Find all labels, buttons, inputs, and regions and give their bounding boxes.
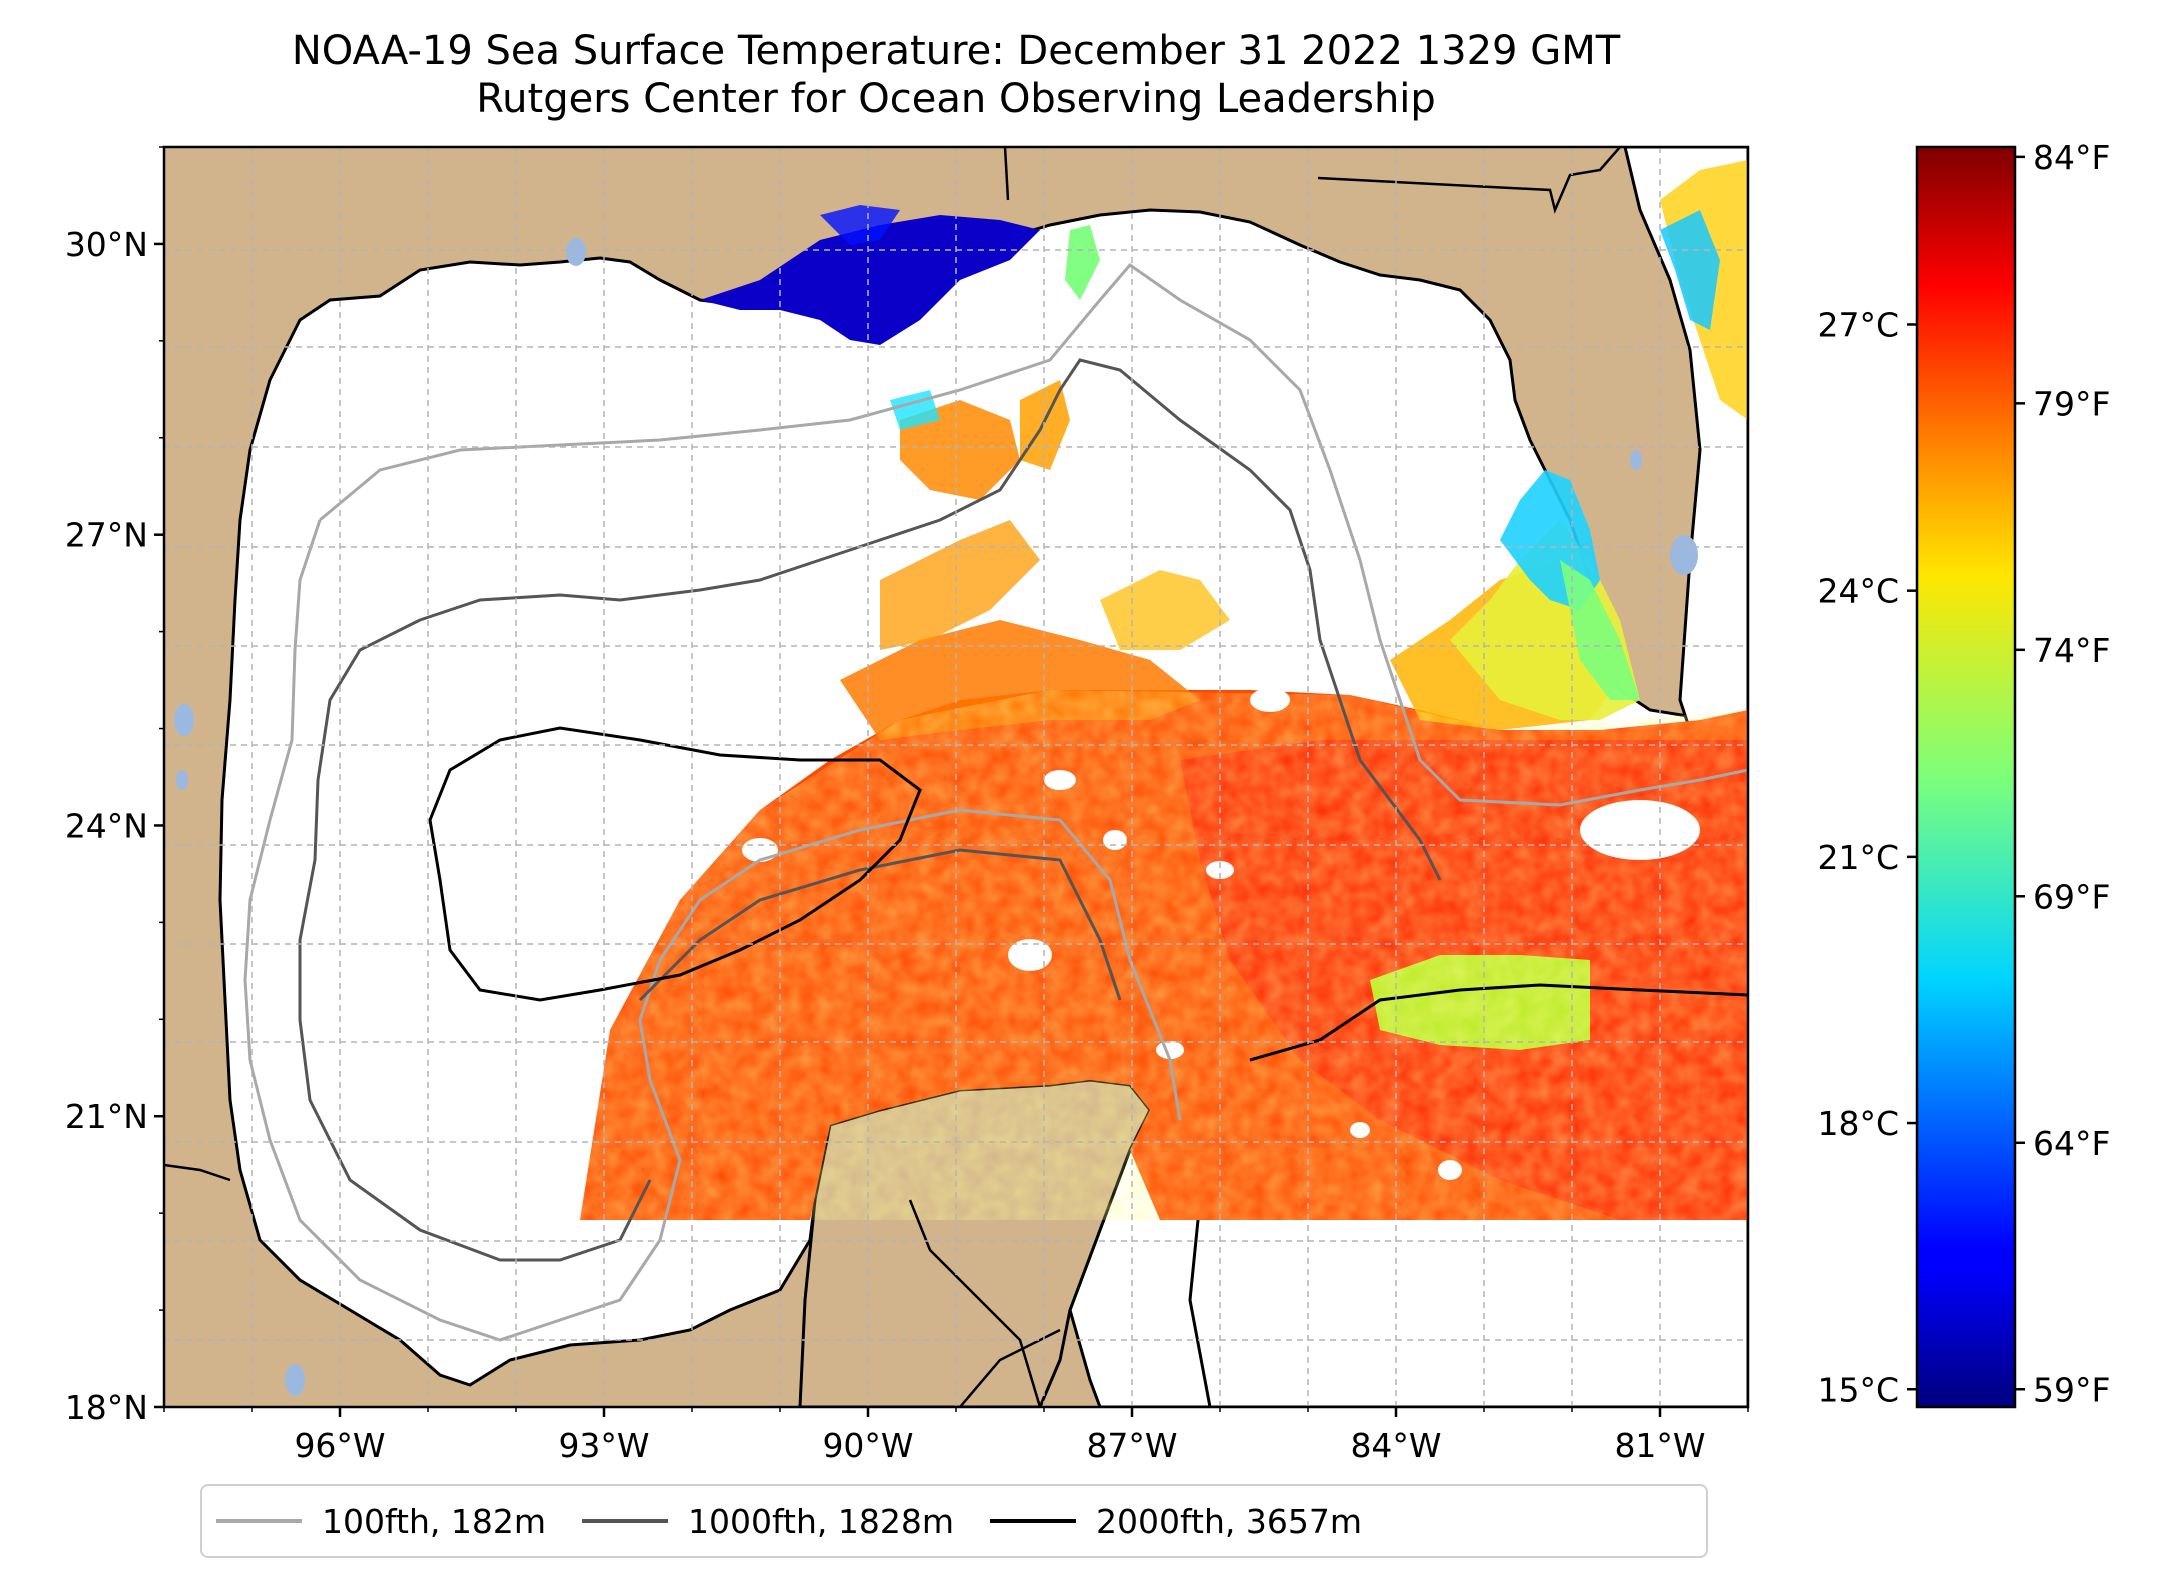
colorbar-fahrenheit-label: 69°F — [2033, 877, 2110, 916]
lat-tick-label: 30°N — [65, 225, 148, 264]
colorbar-celsius-label: 15°C — [1817, 1370, 1899, 1409]
map-panel — [164, 147, 1748, 1407]
legend-label: 1000fth, 1828m — [688, 1501, 954, 1541]
colorbar-celsius-label: 21°C — [1817, 838, 1899, 877]
colorbar-celsius-label: 18°C — [1817, 1104, 1899, 1143]
colorbar-fahrenheit-label: 59°F — [2033, 1370, 2110, 1409]
lon-tick-label: 90°W — [822, 1426, 913, 1465]
lon-tick-label: 87°W — [1086, 1426, 1177, 1465]
contour-100fth — [243, 262, 1748, 1342]
lat-tick-label: 21°N — [65, 1097, 148, 1136]
colorbar-fahrenheit-labels: 84°F 79°F 74°F 69°F 64°F 59°F — [2015, 138, 2110, 1409]
lat-tick-label: 27°N — [65, 516, 148, 555]
legend-line-swatch — [216, 1519, 302, 1523]
lon-tick-label: 81°W — [1614, 1426, 1705, 1465]
sst-data-layer — [580, 160, 1748, 1220]
colorbar-celsius-label: 24°C — [1817, 572, 1899, 611]
map-title: NOAA-19 Sea Surface Temperature: Decembe… — [291, 28, 1621, 74]
lat-tick-label: 24°N — [65, 806, 148, 845]
lon-tick-label: 96°W — [294, 1426, 385, 1465]
vertical-gridlines — [251, 147, 1661, 1407]
map-subtitle: Rutgers Center for Ocean Observing Leade… — [476, 76, 1436, 122]
colorbar-fahrenheit-label: 74°F — [2033, 631, 2110, 670]
contour-1000fth — [298, 358, 1442, 1262]
colorbar-fahrenheit-label: 84°F — [2033, 138, 2110, 177]
colorbar-celsius-label: 27°C — [1817, 305, 1899, 344]
axis-ticks — [154, 146, 1749, 1417]
legend-item: 1000fth, 1828m — [582, 1502, 954, 1541]
legend-line-swatch — [989, 1519, 1076, 1523]
latitude-tick-labels: 30°N 27°N 24°N 21°N 18°N — [65, 225, 148, 1427]
colorbar-fahrenheit-label: 64°F — [2033, 1124, 2110, 1163]
legend-line-swatch — [582, 1519, 668, 1523]
legend-label: 2000fth, 3657m — [1095, 1501, 1362, 1541]
lon-tick-label: 84°W — [1350, 1426, 1441, 1465]
colorbar — [1915, 145, 2017, 1409]
bathymetry-legend: 100fth, 182m 1000fth, 1828m 2000fth, 3657m — [200, 1484, 1708, 1558]
legend-item: 2000fth, 3657m — [989, 1501, 1362, 1541]
colorbar-fahrenheit-label: 79°F — [2033, 384, 2110, 423]
longitude-tick-labels: 96°W 93°W 90°W 87°W 84°W 81°W — [294, 1426, 1705, 1465]
lon-tick-label: 93°W — [558, 1426, 649, 1465]
lat-tick-label: 18°N — [65, 1388, 148, 1427]
lakes — [174, 238, 1698, 1396]
legend-label: 100fth, 182m — [322, 1501, 546, 1541]
bathymetry-contours — [243, 262, 1748, 1342]
colorbar-celsius-labels: 27°C 24°C 21°C 18°C 15°C — [1817, 305, 1917, 1409]
political-borders — [164, 147, 1621, 1407]
contour-2000fth — [428, 726, 1748, 1062]
legend-item: 100fth, 182m — [216, 1502, 546, 1541]
